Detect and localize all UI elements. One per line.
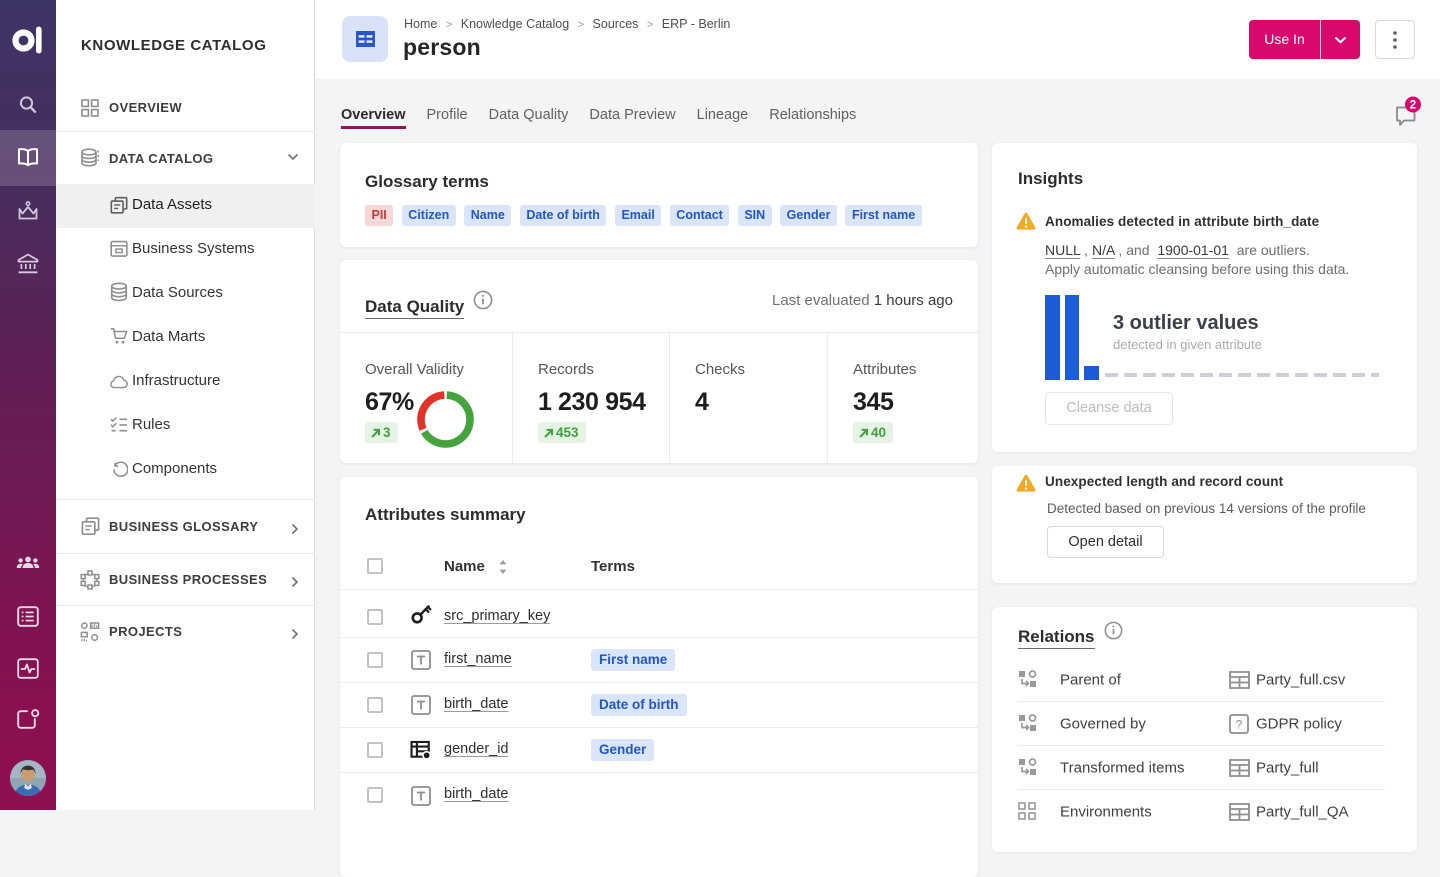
svg-text:2: 2 [1410, 100, 1416, 112]
svg-text:?: ? [1236, 718, 1243, 732]
